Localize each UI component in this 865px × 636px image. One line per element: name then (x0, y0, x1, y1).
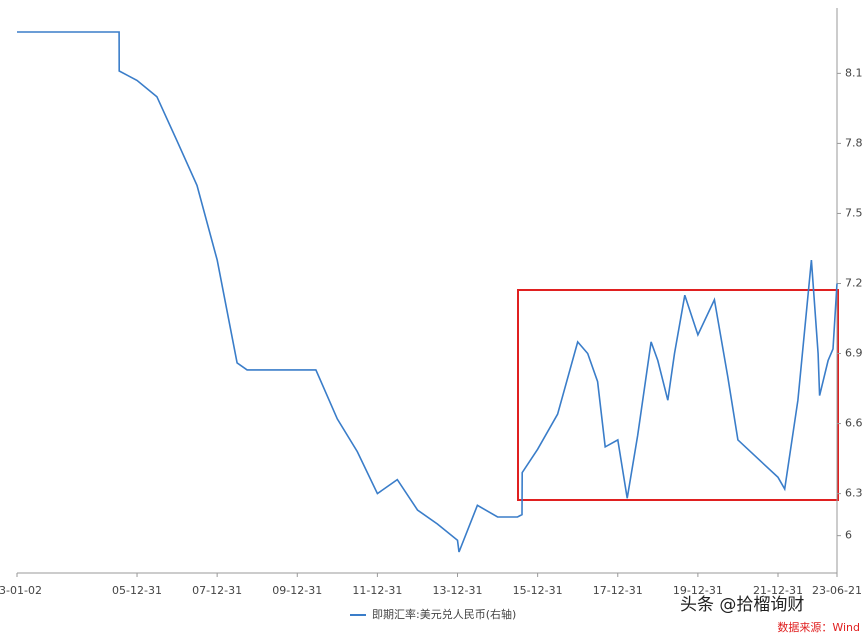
x-tick-label: 21-12-31 (753, 584, 803, 597)
legend-label: 即期汇率:美元兑人民币(右轴) (372, 607, 516, 621)
x-tick-label: 19-12-31 (673, 584, 723, 597)
y-tick-label: 8.1 (845, 66, 863, 79)
line (17, 31, 838, 553)
source: 数据来源：Wind (777, 620, 860, 634)
y-tick-label: 7.8 (845, 136, 863, 149)
y-tick-label: 7.2 (845, 276, 863, 289)
x-tick-label: 13-12-31 (433, 584, 483, 597)
y-tick-label: 6 (845, 529, 852, 542)
x-tick-label: 11-12-31 (352, 584, 402, 597)
y-tick-label: 6.9 (845, 347, 863, 360)
x-tick-label: 05-12-31 (112, 584, 162, 597)
watermark: 头条 @拾榴询财 (680, 595, 804, 615)
highlight-box (517, 289, 839, 501)
y-tick-label: 7.5 (845, 206, 863, 219)
x-tick-label: 17-12-31 (593, 584, 643, 597)
x-tick-label: 07-12-31 (192, 584, 242, 597)
x-tick-label: 09-12-31 (272, 584, 322, 597)
x-tick-label: 03-01-02 (0, 584, 42, 597)
y-tick-label: 6.6 (845, 417, 863, 430)
x-tick-label: 23-06-21 (812, 584, 862, 597)
y-tick-label: 6.3 (845, 487, 863, 500)
x-tick-label: 15-12-31 (513, 584, 563, 597)
